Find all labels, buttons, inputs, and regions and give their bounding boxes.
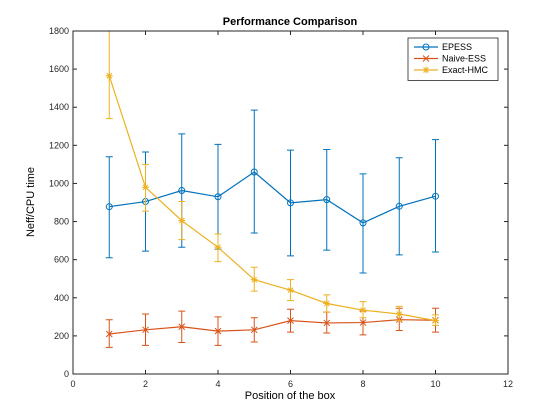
data-point (323, 300, 330, 307)
data-point (287, 287, 294, 294)
y-tick-label: 400 (54, 293, 69, 303)
y-axis-label: Neff/CPU time (25, 167, 37, 237)
chart-title: Performance Comparison (223, 16, 358, 28)
legend-marker (423, 67, 430, 74)
x-axis-label: Position of the box (245, 390, 336, 402)
data-point (178, 217, 185, 224)
y-tick-label: 200 (54, 331, 69, 341)
x-tick-label: 8 (360, 379, 365, 389)
x-tick-label: 10 (430, 379, 440, 389)
x-tick-label: 2 (143, 379, 148, 389)
data-point (106, 72, 113, 79)
data-point (396, 310, 403, 317)
y-tick-label: 0 (64, 369, 69, 379)
y-tick-label: 1000 (49, 178, 69, 188)
x-tick-label: 6 (288, 379, 293, 389)
x-tick-label: 12 (503, 379, 513, 389)
legend-label: EPESS (442, 42, 472, 52)
x-tick-label: 0 (70, 379, 75, 389)
y-tick-label: 1800 (49, 26, 69, 36)
x-tick-label: 4 (215, 379, 220, 389)
y-tick-label: 800 (54, 217, 69, 227)
y-tick-label: 1600 (49, 64, 69, 74)
data-point (142, 184, 149, 191)
data-point (215, 244, 222, 251)
y-tick-label: 1200 (49, 140, 69, 150)
data-point (251, 276, 258, 283)
data-point (432, 317, 439, 324)
data-point (360, 307, 367, 314)
y-tick-label: 1400 (49, 102, 69, 112)
legend-label: Exact-HMC (442, 65, 489, 75)
legend-label: Naive-ESS (442, 54, 486, 64)
y-tick-label: 600 (54, 255, 69, 265)
